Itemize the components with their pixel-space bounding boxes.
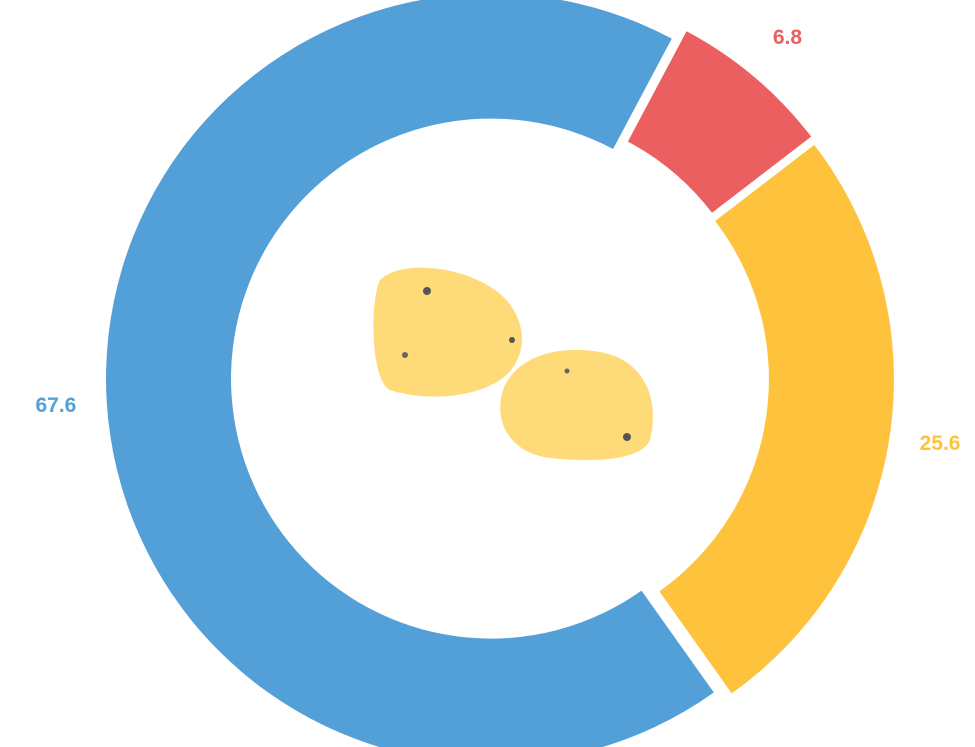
donut-slice [106, 0, 714, 747]
dot [623, 433, 631, 441]
data-label: 6.8 [773, 26, 803, 49]
donut-slice [659, 144, 894, 694]
dot [564, 368, 570, 374]
center-illustration [373, 267, 653, 461]
dot [402, 352, 408, 358]
dot [423, 287, 431, 295]
data-label: 25.6 [920, 432, 961, 455]
blob [373, 267, 522, 397]
data-label: 67.6 [35, 394, 76, 417]
donut-slice [627, 31, 812, 213]
dot [509, 337, 515, 343]
blob [500, 349, 653, 461]
